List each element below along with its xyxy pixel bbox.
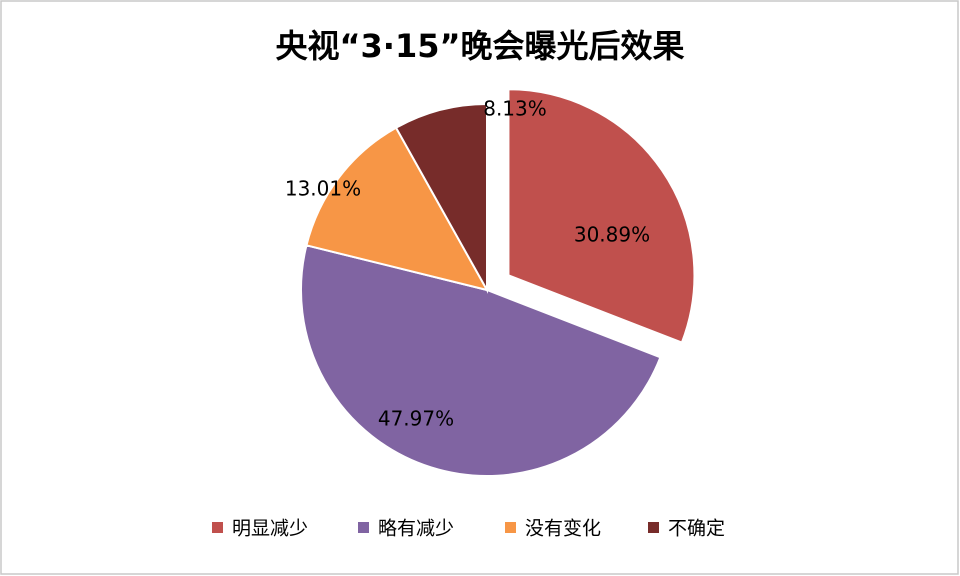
pie-slice <box>507 88 696 344</box>
legend-label: 没有变化 <box>525 518 601 540</box>
pie-slice <box>305 126 490 292</box>
pie-slice <box>394 102 488 294</box>
data-label: 47.97% <box>378 407 454 431</box>
legend-label: 明显减少 <box>232 518 308 540</box>
data-label: 13.01% <box>285 177 361 201</box>
data-label: 30.89% <box>574 223 650 247</box>
pie-slice <box>300 244 662 477</box>
legend-swatch <box>505 522 516 533</box>
chart-title: 央视“3·15”晚会曝光后效果 <box>275 27 684 65</box>
data-label: 8.13% <box>483 97 547 121</box>
legend-swatch <box>358 522 369 533</box>
legend-swatch <box>212 522 223 533</box>
legend-label: 略有减少 <box>378 518 454 540</box>
legend-swatch <box>648 522 659 533</box>
legend-label: 不确定 <box>668 518 725 540</box>
